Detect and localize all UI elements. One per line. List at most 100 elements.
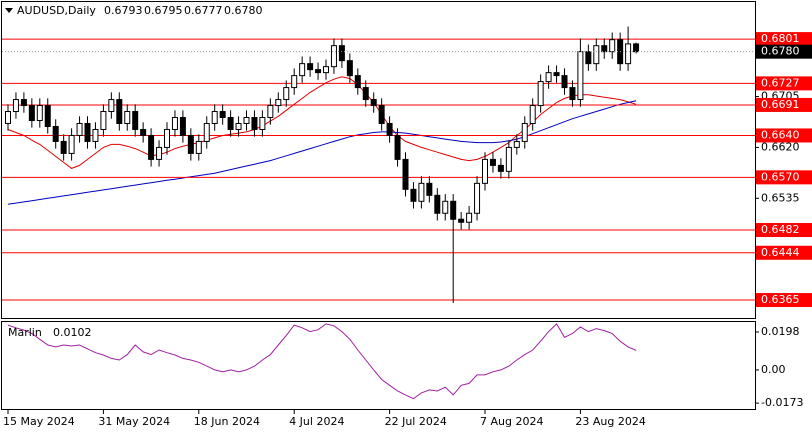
y-tick-label: 0.00 xyxy=(761,363,786,376)
level-label-box xyxy=(756,76,812,91)
indicator-value: 0.0102 xyxy=(53,326,92,339)
candle-body xyxy=(92,128,99,142)
level-label: 0.6365 xyxy=(761,293,800,306)
level-label: 0.6444 xyxy=(761,246,800,259)
indicator-frame xyxy=(1,321,756,410)
candle-body xyxy=(116,99,123,124)
candle-body xyxy=(474,182,481,214)
candle-body xyxy=(442,200,449,214)
candle-body xyxy=(585,51,592,65)
level-label-box xyxy=(756,32,812,47)
candle-body xyxy=(370,99,377,107)
candle-body xyxy=(291,75,298,89)
candle-body xyxy=(28,105,35,122)
candle-body xyxy=(219,111,226,119)
candle-body xyxy=(601,45,608,53)
candle-body xyxy=(44,105,51,127)
candle-body xyxy=(140,128,147,136)
candle-body xyxy=(330,45,337,68)
candle-body xyxy=(60,140,67,154)
candle-body xyxy=(410,188,417,202)
last-open: 0.6793 xyxy=(104,4,143,17)
candle-body xyxy=(593,45,600,65)
level-label: 0.6801 xyxy=(761,32,800,45)
candle-body xyxy=(195,140,202,154)
x-tick-label: 23 Aug 2024 xyxy=(575,415,645,428)
level-label: 0.6691 xyxy=(761,98,800,111)
level-label: 0.6727 xyxy=(761,76,800,89)
candle-body xyxy=(227,117,234,130)
candle-body xyxy=(434,194,441,214)
plot-layer: 0.67050.66200.65350.68010.67270.66910.66… xyxy=(2,26,812,428)
level-label-box xyxy=(756,170,812,185)
candle-body xyxy=(529,105,536,124)
candle-body xyxy=(108,99,115,113)
candle-body xyxy=(299,63,306,77)
candle-body xyxy=(569,87,576,101)
candle-body xyxy=(561,75,568,89)
candle-body xyxy=(633,43,640,53)
candle-body xyxy=(307,63,314,71)
candle-body xyxy=(378,105,385,124)
x-tick-label: 15 May 2024 xyxy=(3,415,75,428)
candle-body xyxy=(156,146,163,160)
x-tick-label: 7 Aug 2024 xyxy=(480,415,543,428)
candle-body xyxy=(458,218,465,223)
candle-body xyxy=(84,122,91,142)
main-frame xyxy=(1,1,756,319)
candle-body xyxy=(386,122,393,136)
candle-body xyxy=(179,117,186,136)
candle-body xyxy=(124,111,131,124)
candle-body xyxy=(5,111,11,124)
candle-body xyxy=(482,158,488,184)
indicator-name: Marlin xyxy=(8,326,42,339)
candle-body xyxy=(450,200,457,220)
candle-body xyxy=(426,182,433,196)
candle-body xyxy=(346,60,353,77)
level-label-box xyxy=(756,245,812,260)
candle-body xyxy=(489,158,496,166)
candle-body xyxy=(164,128,170,148)
candle-body xyxy=(267,105,274,119)
x-tick-label: 31 May 2024 xyxy=(98,415,170,428)
candle-body xyxy=(497,164,504,172)
candle-body xyxy=(132,111,139,130)
candle-body xyxy=(553,72,560,77)
level-label-box xyxy=(756,293,812,308)
candle-body xyxy=(513,140,520,148)
menu-triangle xyxy=(5,8,13,13)
current-price-box xyxy=(756,44,812,59)
last-low: 0.6777 xyxy=(184,4,223,17)
candle-body xyxy=(211,111,218,124)
y-tick-label: 0.0198 xyxy=(761,325,800,338)
candle-body xyxy=(537,81,544,107)
candle-body xyxy=(171,117,178,130)
y-tick-label: 0.6535 xyxy=(761,191,800,204)
candle-body xyxy=(100,111,107,130)
candle-body xyxy=(52,125,59,142)
candle-body xyxy=(251,117,258,130)
y-tick-label: 0.6620 xyxy=(761,140,800,153)
indicator-line xyxy=(7,323,637,400)
candle-body xyxy=(187,134,194,154)
candle-body xyxy=(354,75,361,89)
level-label-box xyxy=(756,128,812,143)
candle-body xyxy=(402,158,409,190)
candle-body xyxy=(283,87,290,101)
x-tick-label: 4 Jul 2024 xyxy=(289,415,344,428)
x-tick-label: 18 Jun 2024 xyxy=(194,415,260,428)
level-label: 0.6570 xyxy=(761,170,800,183)
candle-body xyxy=(12,99,19,113)
candle-body xyxy=(362,87,369,101)
candle-body xyxy=(577,51,584,101)
level-label-box xyxy=(756,223,812,238)
candle-body xyxy=(338,45,345,62)
candle-body xyxy=(235,122,242,130)
candle-body xyxy=(275,99,282,107)
candle-body xyxy=(203,122,210,142)
candle-body xyxy=(315,69,322,74)
candle-body xyxy=(259,117,266,130)
last-high: 0.6795 xyxy=(144,4,183,17)
